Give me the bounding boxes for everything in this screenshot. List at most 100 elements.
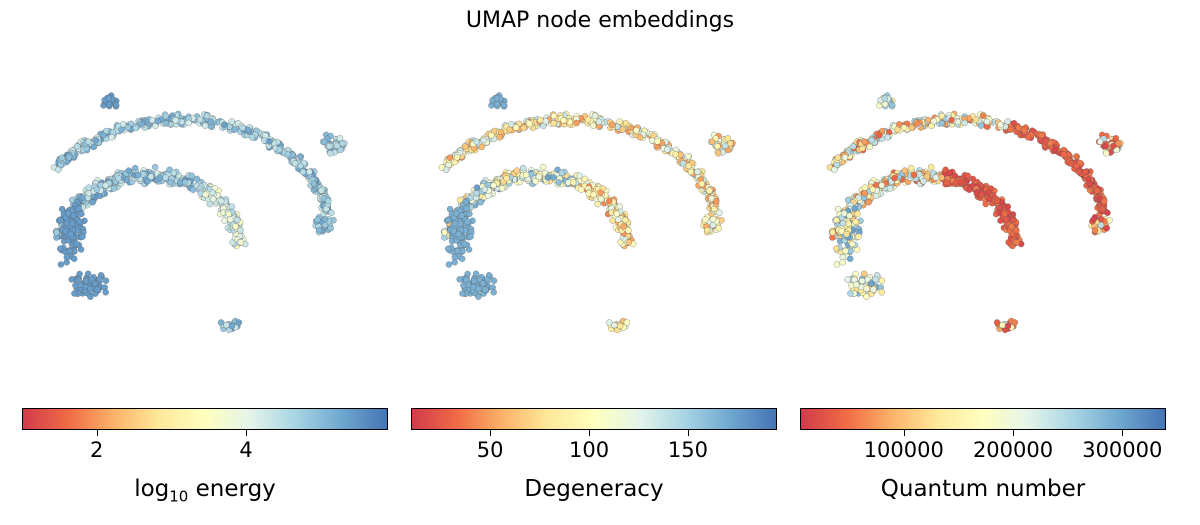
scatter-point xyxy=(1097,221,1105,229)
scatter-point xyxy=(318,187,325,194)
scatter-point xyxy=(845,220,852,227)
scatter-point xyxy=(833,261,841,268)
scatter-point xyxy=(113,101,120,109)
scatter-point xyxy=(948,117,955,124)
scatter-point xyxy=(927,163,935,171)
scatter-point xyxy=(654,138,661,145)
scatter-point xyxy=(65,154,73,161)
scatter-point xyxy=(327,150,334,157)
scatter-point xyxy=(291,160,299,167)
scatter-point xyxy=(597,189,604,196)
scatter-point xyxy=(93,186,100,193)
scatter-point xyxy=(467,233,474,240)
scatter-point xyxy=(1115,140,1122,147)
scatter-point xyxy=(503,175,510,182)
scatter-point xyxy=(914,120,921,127)
colorbar-tick-label: 4 xyxy=(239,438,253,462)
scatter-point xyxy=(149,116,156,124)
scatter-point xyxy=(144,178,151,185)
scatter-point xyxy=(1024,134,1032,141)
scatter-point xyxy=(464,218,471,225)
scatter-point xyxy=(625,227,632,234)
scatter-point xyxy=(716,209,723,216)
colorbar-tick xyxy=(1122,430,1124,436)
colorbar-tick-label: 150 xyxy=(667,438,709,462)
scatter-point xyxy=(473,184,481,191)
scatter-point xyxy=(539,163,547,171)
scatter-point xyxy=(901,167,908,174)
scatter-point xyxy=(847,255,854,262)
scatter-point xyxy=(334,142,341,150)
scatter-point xyxy=(709,221,717,229)
scatter-point xyxy=(537,116,544,124)
scatter-point xyxy=(221,121,228,128)
scatter-point xyxy=(866,143,873,151)
scatter-point xyxy=(520,164,527,172)
scatter-point xyxy=(842,247,849,255)
scatter-panel-quantum-number xyxy=(806,60,1176,360)
scatter-point xyxy=(908,124,915,132)
scatter-point xyxy=(708,138,716,145)
scatter-point xyxy=(522,171,530,179)
scatter-point xyxy=(314,216,321,223)
scatter-point xyxy=(555,179,562,186)
scatter-point xyxy=(863,293,870,300)
scatter-point xyxy=(67,231,74,238)
scatter-point xyxy=(841,210,848,217)
scatter-point xyxy=(100,132,107,139)
scatter-point xyxy=(1004,203,1011,210)
colorbar-tick xyxy=(687,430,689,436)
scatter-point xyxy=(1075,168,1083,176)
colorbar-tick xyxy=(589,430,591,436)
colorbar-tick-label: 300000 xyxy=(1082,438,1163,462)
scatter-point xyxy=(891,175,898,182)
scatter-point xyxy=(851,205,858,212)
scatter-point xyxy=(193,175,201,183)
scatter-point xyxy=(336,135,343,142)
scatter-point xyxy=(930,118,937,125)
scatter-point xyxy=(69,220,76,227)
scatter-point xyxy=(1052,146,1059,153)
scatter-point xyxy=(833,161,840,168)
scatter-point xyxy=(839,259,846,266)
scatter-point xyxy=(58,154,66,161)
scatter-point xyxy=(570,179,577,186)
scatter-point xyxy=(843,231,850,238)
scatter-point xyxy=(87,293,94,300)
scatter-point xyxy=(900,124,908,131)
scatter-point xyxy=(920,178,927,185)
scatter-point xyxy=(188,172,195,179)
scatter-point xyxy=(484,276,491,283)
scatter-point xyxy=(846,212,853,219)
scatter-point xyxy=(451,220,459,227)
scatter-point xyxy=(841,154,849,161)
scatter-point xyxy=(461,240,468,248)
scatter-point xyxy=(85,138,92,145)
scatter-point xyxy=(147,173,155,180)
scatter-point xyxy=(1073,162,1080,170)
scatter-point xyxy=(445,245,452,252)
scatter-point xyxy=(938,174,945,181)
scatter-point xyxy=(339,140,346,147)
scatter-point xyxy=(105,100,113,108)
scatter-point xyxy=(185,119,192,127)
scatter-point xyxy=(611,321,618,329)
scatter-point xyxy=(488,132,495,139)
colorbar-tick-label: 2 xyxy=(90,438,104,462)
scatter-point xyxy=(132,164,139,172)
scatter-point xyxy=(672,151,679,158)
scatter-point xyxy=(266,138,273,145)
scatter-point xyxy=(326,143,333,150)
scatter-point xyxy=(863,285,870,292)
scatter-point xyxy=(458,212,465,219)
scatter-point xyxy=(1101,197,1108,205)
chart-title: UMAP node embeddings xyxy=(465,8,735,33)
scatter-point xyxy=(470,277,478,285)
scatter-point xyxy=(248,134,256,141)
colorbar-gradient-energy xyxy=(22,408,388,430)
scatter-point xyxy=(881,95,888,102)
scatter-point xyxy=(475,293,482,300)
scatter-point xyxy=(979,112,987,119)
scatter-point xyxy=(190,186,197,193)
scatter-point xyxy=(71,290,78,297)
